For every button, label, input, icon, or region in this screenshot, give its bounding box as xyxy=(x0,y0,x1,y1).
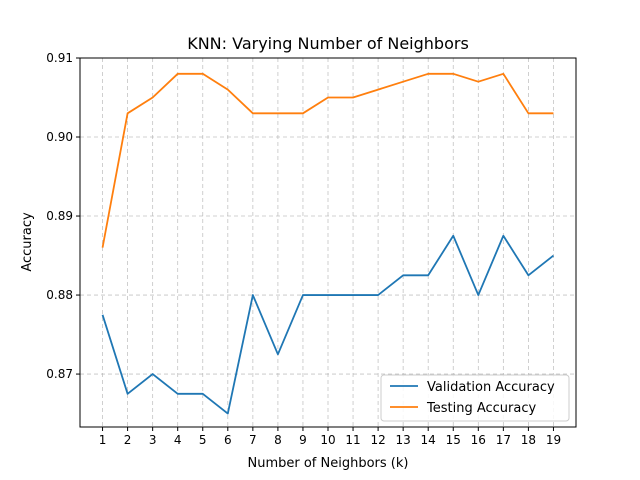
x-tick-label: 1 xyxy=(99,433,107,447)
legend-label-testing: Testing Accuracy xyxy=(426,401,536,416)
x-tick-label: 15 xyxy=(446,433,461,447)
x-tick-label: 17 xyxy=(496,433,511,447)
testing-accuracy-line xyxy=(101,72,554,248)
y-tick-label: 0.89 xyxy=(46,209,73,223)
x-tick-label: 10 xyxy=(320,433,335,447)
x-tick-label: 2 xyxy=(124,433,132,447)
y-axis-label: Accuracy xyxy=(20,212,35,272)
x-tick-label: 11 xyxy=(345,433,360,447)
x-tick-label: 18 xyxy=(521,433,536,447)
y-tick-label: 0.91 xyxy=(46,51,73,65)
series-lines xyxy=(101,72,555,415)
x-tick-label: 5 xyxy=(199,433,207,447)
x-tick-label: 9 xyxy=(299,433,307,447)
x-tick-label: 16 xyxy=(471,433,486,447)
legend: Validation Accuracy Testing Accuracy xyxy=(380,374,570,422)
x-tick-label: 12 xyxy=(370,433,385,447)
x-tick-label: 7 xyxy=(249,433,257,447)
legend-box xyxy=(380,374,570,422)
x-tick-label: 6 xyxy=(224,433,232,447)
y-tick-label: 0.88 xyxy=(46,288,73,302)
y-tick-label: 0.90 xyxy=(46,130,73,144)
legend-label-validation: Validation Accuracy xyxy=(427,380,555,395)
x-tick-label: 3 xyxy=(149,433,157,447)
validation-accuracy-line xyxy=(101,234,555,415)
x-tick-label: 14 xyxy=(421,433,436,447)
x-tick-label: 19 xyxy=(546,433,561,447)
x-tick-label: 13 xyxy=(396,433,411,447)
x-axis-ticks: 1 2 3 4 5 6 7 8 9 10 11 12 13 14 15 16 17 18 19 xyxy=(99,427,561,447)
x-tick-label: 8 xyxy=(274,433,282,447)
x-tick-label: 4 xyxy=(174,433,182,447)
y-axis-ticks: 0.87 0.88 0.89 0.90 0.91 xyxy=(46,51,80,381)
x-axis-label: Number of Neighbors (k) xyxy=(248,456,409,471)
chart-title: KNN: Varying Number of Neighbors xyxy=(187,34,469,53)
y-tick-label: 0.87 xyxy=(46,367,73,381)
